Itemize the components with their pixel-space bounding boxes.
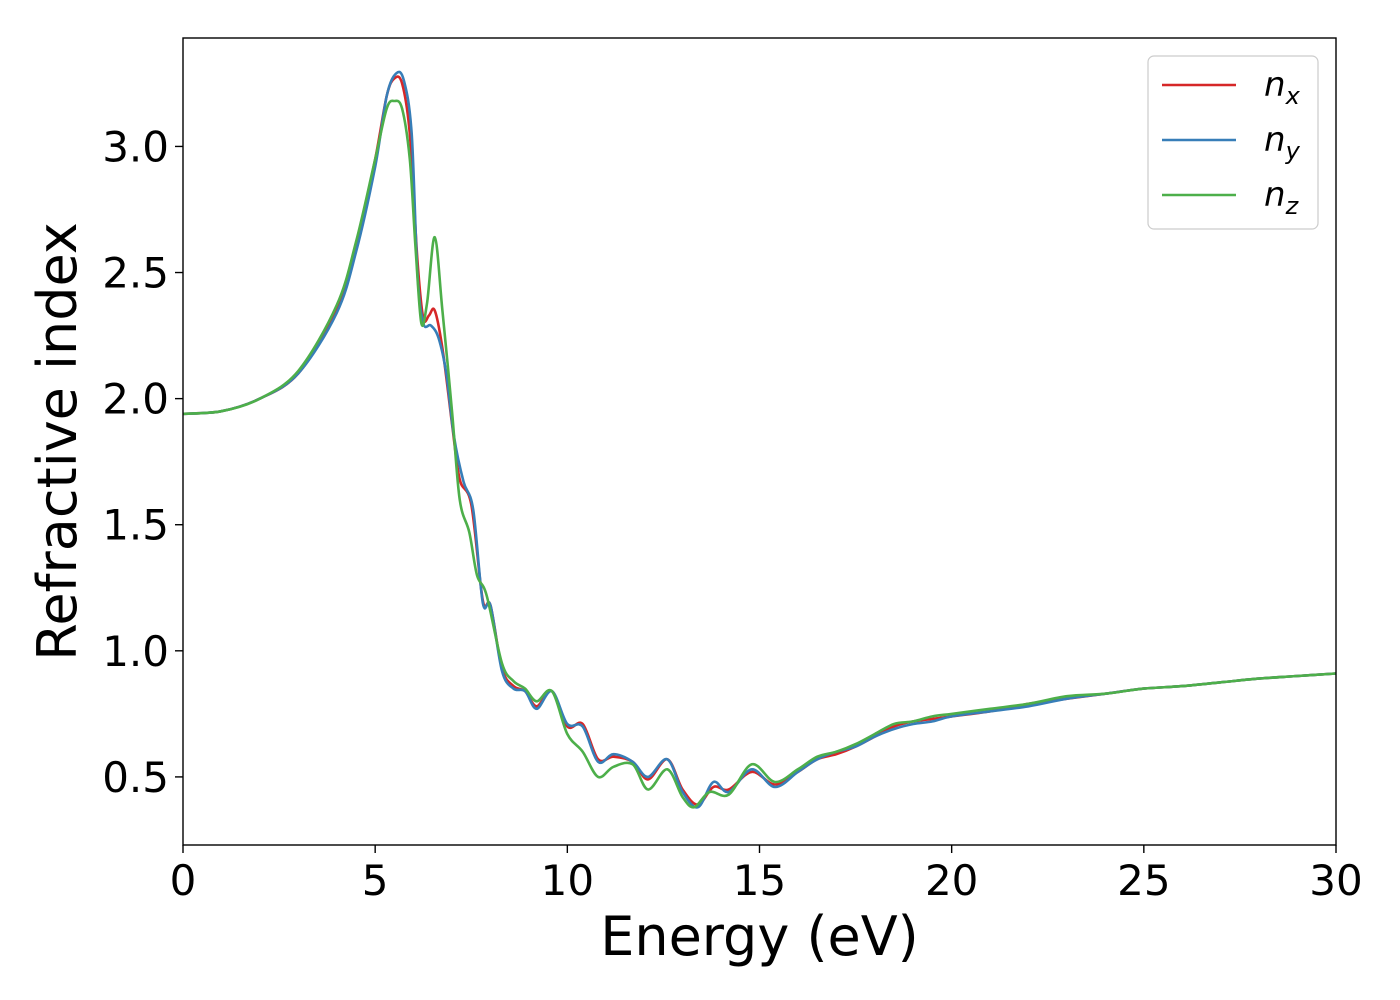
y-tick-label: 2.5 [102, 249, 169, 298]
legend-label-z: nz [1264, 175, 1300, 220]
y-tick-label: 0.5 [102, 753, 169, 802]
legend-label-subscript: y [1285, 137, 1301, 165]
legend-label-base: n [1264, 65, 1286, 105]
legend-label-x: nx [1264, 65, 1301, 110]
y-tick-label: 1.0 [102, 627, 169, 676]
y-tick-label: 2.0 [102, 375, 169, 424]
x-tick-label: 0 [170, 856, 197, 905]
legend-label-subscript: x [1285, 82, 1301, 110]
legend-label-base: n [1264, 120, 1286, 160]
x-tick-label: 15 [733, 856, 786, 905]
legend-label-subscript: z [1285, 192, 1300, 220]
x-tick-label: 25 [1117, 856, 1170, 905]
x-tick-label: 30 [1309, 856, 1362, 905]
y-tick-label: 3.0 [102, 122, 169, 171]
y-tick-label: 1.5 [102, 501, 169, 550]
legend-label-y: ny [1264, 120, 1301, 165]
y-axis-label: Refractive index [26, 222, 89, 661]
x-axis-ticks: 0 5 10 15 20 25 30 [170, 845, 1363, 905]
series-line-n-y [182, 70, 1337, 809]
x-tick-label: 5 [362, 856, 389, 905]
x-tick-label: 10 [541, 856, 594, 905]
x-axis-label: Energy (eV) [600, 905, 919, 968]
legend-label-base: n [1264, 175, 1286, 215]
series-lines [182, 70, 1337, 809]
legend-box [1147, 55, 1319, 230]
y-axis-ticks: 0.5 1.0 1.5 2.0 2.5 3.0 [102, 122, 183, 802]
x-tick-label: 20 [925, 856, 978, 905]
series-line-n-z [182, 99, 1337, 809]
